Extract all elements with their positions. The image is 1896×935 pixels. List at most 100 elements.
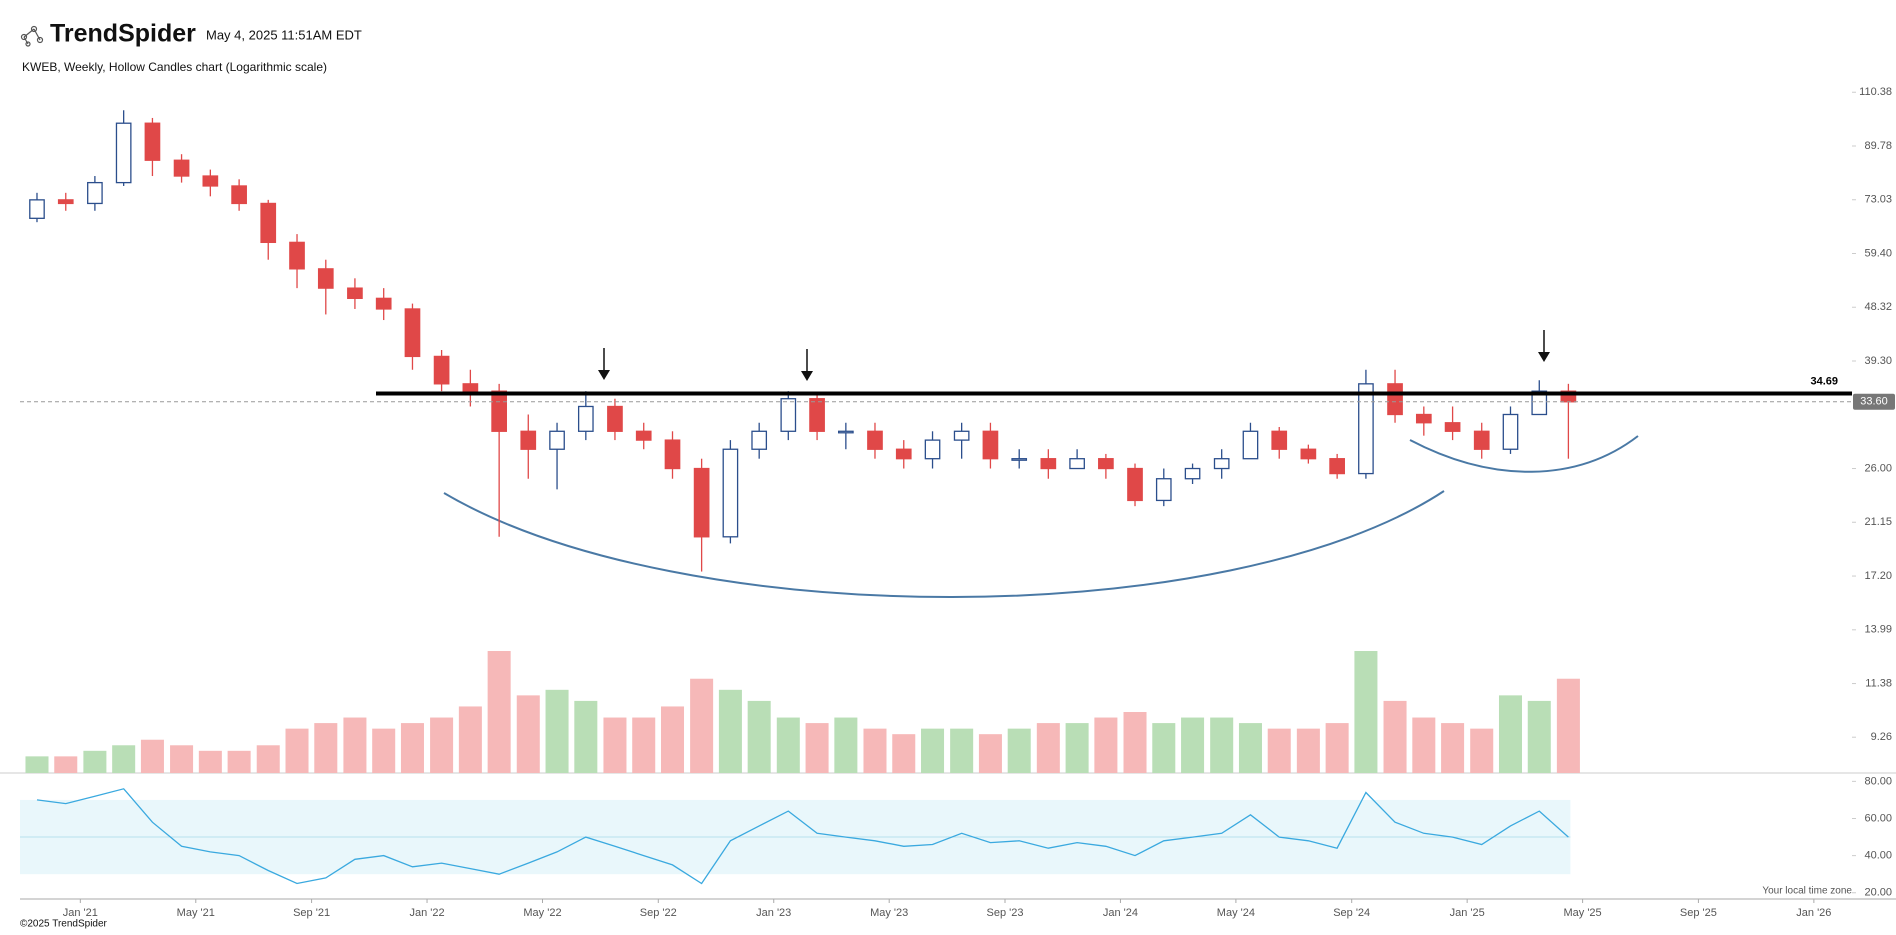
volume-bar: [1470, 728, 1494, 773]
rounding-bottom-curve: [443, 490, 1445, 598]
volume-bar: [140, 739, 164, 773]
candle-body: [144, 122, 161, 161]
volume-bar: [718, 689, 742, 773]
x-tick-label: Jan '23: [756, 907, 791, 919]
candle-body: [57, 199, 74, 205]
x-tick-label: Jan '21: [63, 907, 98, 919]
volume-bar: [343, 717, 367, 773]
y-tick-label: 9.26: [1871, 731, 1892, 743]
drawings: [443, 435, 1639, 598]
y-tick-label: 89.78: [1864, 140, 1892, 152]
candle-body: [1213, 458, 1230, 470]
volume-bar: [400, 723, 424, 773]
y-tick-label: 21.15: [1864, 516, 1892, 528]
volume-bar: [1267, 728, 1291, 773]
volume-bar: [921, 728, 945, 773]
candle-body: [520, 430, 537, 450]
volume-bar: [1210, 717, 1234, 773]
arrows: [598, 330, 1550, 381]
candle-body: [809, 398, 825, 432]
volume-bar: [1527, 700, 1551, 773]
candle-body: [664, 439, 681, 470]
x-tick-label: May '23: [870, 907, 908, 919]
candle-body: [29, 199, 45, 219]
x-tick-label: Sep '24: [1333, 907, 1370, 919]
logo-icon: [20, 25, 44, 47]
candle-body: [1473, 430, 1490, 450]
y-tick-label: 17.20: [1864, 570, 1892, 582]
volume-bar: [632, 717, 656, 773]
x-tick-label: Jan '25: [1450, 907, 1485, 919]
volume-bar: [1412, 717, 1436, 773]
candle-body: [722, 448, 739, 538]
x-tick-label: Sep '22: [640, 907, 677, 919]
volume-bar: [516, 695, 540, 773]
volume-bar: [1123, 712, 1147, 773]
candle-body: [1155, 478, 1172, 502]
volume-bar: [54, 756, 78, 773]
candle-body: [491, 390, 507, 432]
x-tick-label: May '21: [177, 907, 215, 919]
copyright: ©2025 TrendSpider: [20, 919, 108, 930]
candle-body: [577, 405, 594, 432]
x-tick-label: May '24: [1217, 907, 1255, 919]
volume-bar: [198, 750, 222, 773]
x-tick-label: Jan '24: [1103, 907, 1138, 919]
candle-body: [317, 268, 334, 289]
x-tick-label: Jan '22: [409, 907, 444, 919]
volume-bar: [1094, 717, 1118, 773]
x-tick-label: Sep '23: [987, 907, 1024, 919]
volume-bar: [603, 717, 627, 773]
candle-body: [924, 439, 941, 460]
timezone-note: Your local time zone: [1762, 886, 1852, 897]
volume-bar: [690, 678, 714, 773]
candle-body: [895, 448, 912, 460]
volume-bar: [1556, 678, 1580, 773]
candle-body: [1531, 390, 1548, 416]
volume-bar: [1498, 695, 1523, 773]
candle-body: [260, 202, 277, 244]
candle-body: [867, 430, 883, 450]
volume-bar: [1181, 717, 1205, 773]
x-tick-label: May '25: [1564, 907, 1602, 919]
candle-body: [231, 185, 247, 205]
volume-bar: [227, 750, 251, 773]
candle-body: [87, 181, 103, 205]
volume-bar: [574, 700, 598, 773]
candle-body: [1184, 467, 1201, 480]
candle-body: [404, 308, 421, 358]
candle-body: [1040, 458, 1057, 470]
candle-body: [953, 430, 970, 441]
candle-body: [1098, 458, 1114, 470]
y-tick-label: 48.32: [1864, 301, 1892, 313]
volume-bar: [1152, 723, 1176, 773]
candle-body: [1502, 413, 1519, 450]
y-tick-label: 13.99: [1864, 624, 1892, 636]
brand: TrendSpider: [50, 20, 196, 48]
y-tick-label: 11.38: [1865, 677, 1892, 689]
volume-bar: [776, 717, 800, 773]
volume-bar: [1325, 723, 1349, 773]
volume-bar: [112, 745, 136, 773]
volume-bar: [747, 700, 771, 773]
volume-bar: [83, 750, 107, 773]
rsi-tick-label: 40.00: [1864, 850, 1892, 862]
volume-bar: [660, 706, 685, 773]
candle-body: [1300, 448, 1317, 460]
candle-body: [347, 287, 363, 299]
candle-body: [1387, 383, 1403, 416]
volume-bar: [834, 717, 858, 773]
volume-bar: [1354, 651, 1378, 773]
candle-body: [1415, 413, 1432, 424]
volume-bar: [1065, 723, 1089, 773]
candle-body: [1329, 458, 1345, 475]
volume-bar: [1036, 723, 1060, 773]
volume-bar: [805, 723, 829, 773]
volume-bar: [892, 734, 916, 773]
volume-bar: [256, 745, 280, 773]
candle-body: [1271, 430, 1288, 450]
candle-body: [982, 430, 999, 460]
volume-bar: [1383, 700, 1407, 773]
volume-bar: [545, 689, 569, 773]
candle-body: [1069, 458, 1085, 470]
